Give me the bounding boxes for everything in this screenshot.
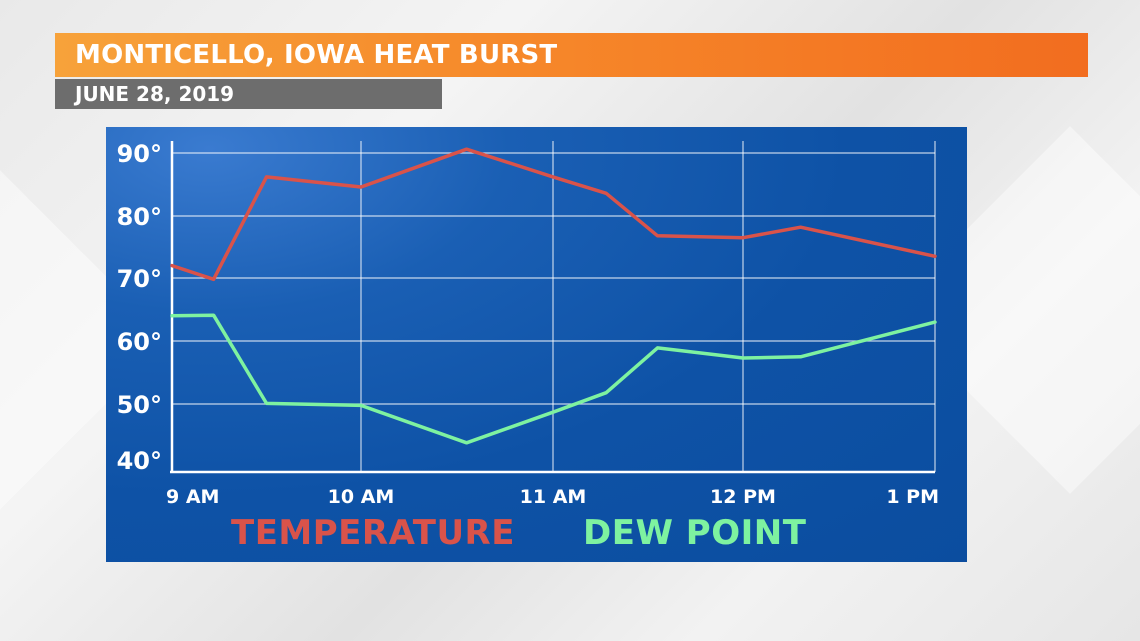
- legend-temperature: TEMPERATURE: [231, 513, 515, 553]
- x-tick-label: 11 AM: [520, 486, 587, 508]
- dew-point-line: [170, 313, 937, 445]
- x-tick-label: 10 AM: [328, 486, 395, 508]
- chart-date: JUNE 28, 2019: [75, 82, 235, 106]
- y-tick-label: 40°: [117, 447, 162, 475]
- y-tick-label: 80°: [117, 203, 162, 231]
- y-tick-label: 60°: [117, 328, 162, 356]
- x-tick-label: 9 AM: [166, 486, 219, 508]
- x-tick-label: 1 PM: [886, 486, 939, 508]
- x-tick-label: 12 PM: [710, 486, 776, 508]
- legend-dew-point: DEW POINT: [583, 513, 807, 553]
- y-tick-label: 50°: [117, 391, 162, 419]
- title-bar: MONTICELLO, IOWA HEAT BURST: [55, 33, 1088, 77]
- chart-panel: [106, 127, 967, 562]
- y-tick-label: 70°: [117, 265, 162, 293]
- temperature-line: [170, 147, 937, 282]
- date-bar: JUNE 28, 2019: [55, 79, 442, 109]
- y-tick-label: 90°: [117, 140, 162, 168]
- chart-title: MONTICELLO, IOWA HEAT BURST: [75, 40, 558, 70]
